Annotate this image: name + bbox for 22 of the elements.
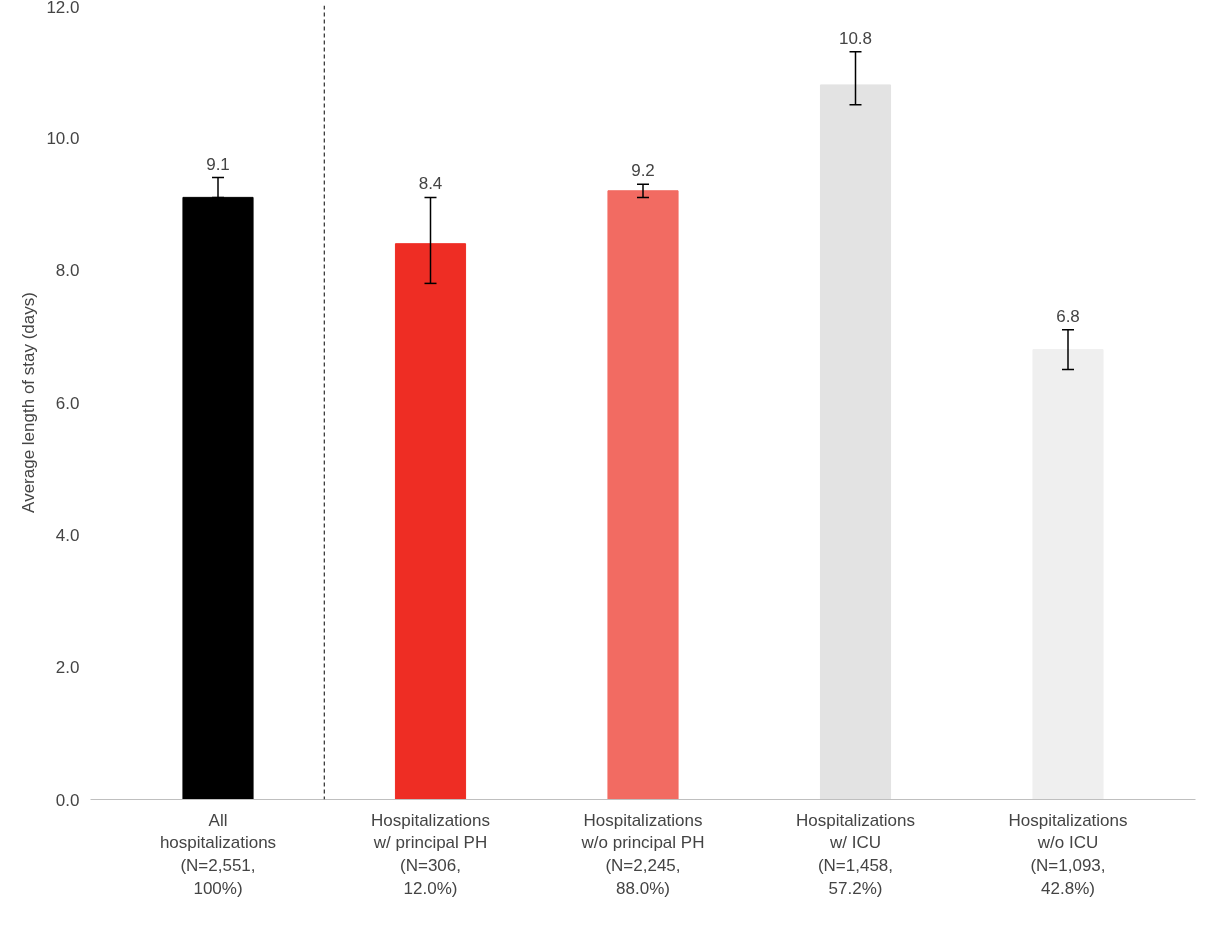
data-label: 10.8 — [838, 28, 873, 48]
x-tick-label: Hospitalizations w/ ICU (N=1,458, 57.2%) — [795, 810, 916, 898]
data-label: 6.8 — [1056, 306, 1080, 326]
y-tick-label: 6.0 — [55, 393, 80, 413]
x-tick-label: Hospitalizations w/o ICU (N=1,093, 42.8%) — [1008, 810, 1128, 898]
data-label: 8.4 — [418, 174, 443, 194]
data-label: 9.1 — [206, 154, 230, 174]
y-axis-title: Average length of stay (days) — [19, 292, 39, 513]
x-tick-label: All hospitalizations (N=2,551, 100%) — [159, 810, 277, 898]
y-tick-label: 0.0 — [55, 790, 80, 810]
data-label: 9.2 — [631, 161, 655, 181]
x-tick-label: Hospitalizations w/o principal PH (N=2,245, 88.0%) — [580, 810, 705, 898]
bar — [1032, 349, 1104, 800]
y-tick-label: 10.0 — [46, 128, 80, 148]
y-tick-label: 8.0 — [55, 261, 80, 281]
bar — [607, 190, 679, 800]
x-tick-label: Hospitalizations w/ principal PH (N=306, 12.0%) — [370, 810, 491, 898]
y-tick-label: 4.0 — [55, 525, 80, 545]
y-tick-label: 2.0 — [55, 658, 80, 678]
y-tick-label: 12.0 — [46, 0, 80, 17]
bar — [819, 84, 892, 800]
bar — [394, 243, 467, 800]
